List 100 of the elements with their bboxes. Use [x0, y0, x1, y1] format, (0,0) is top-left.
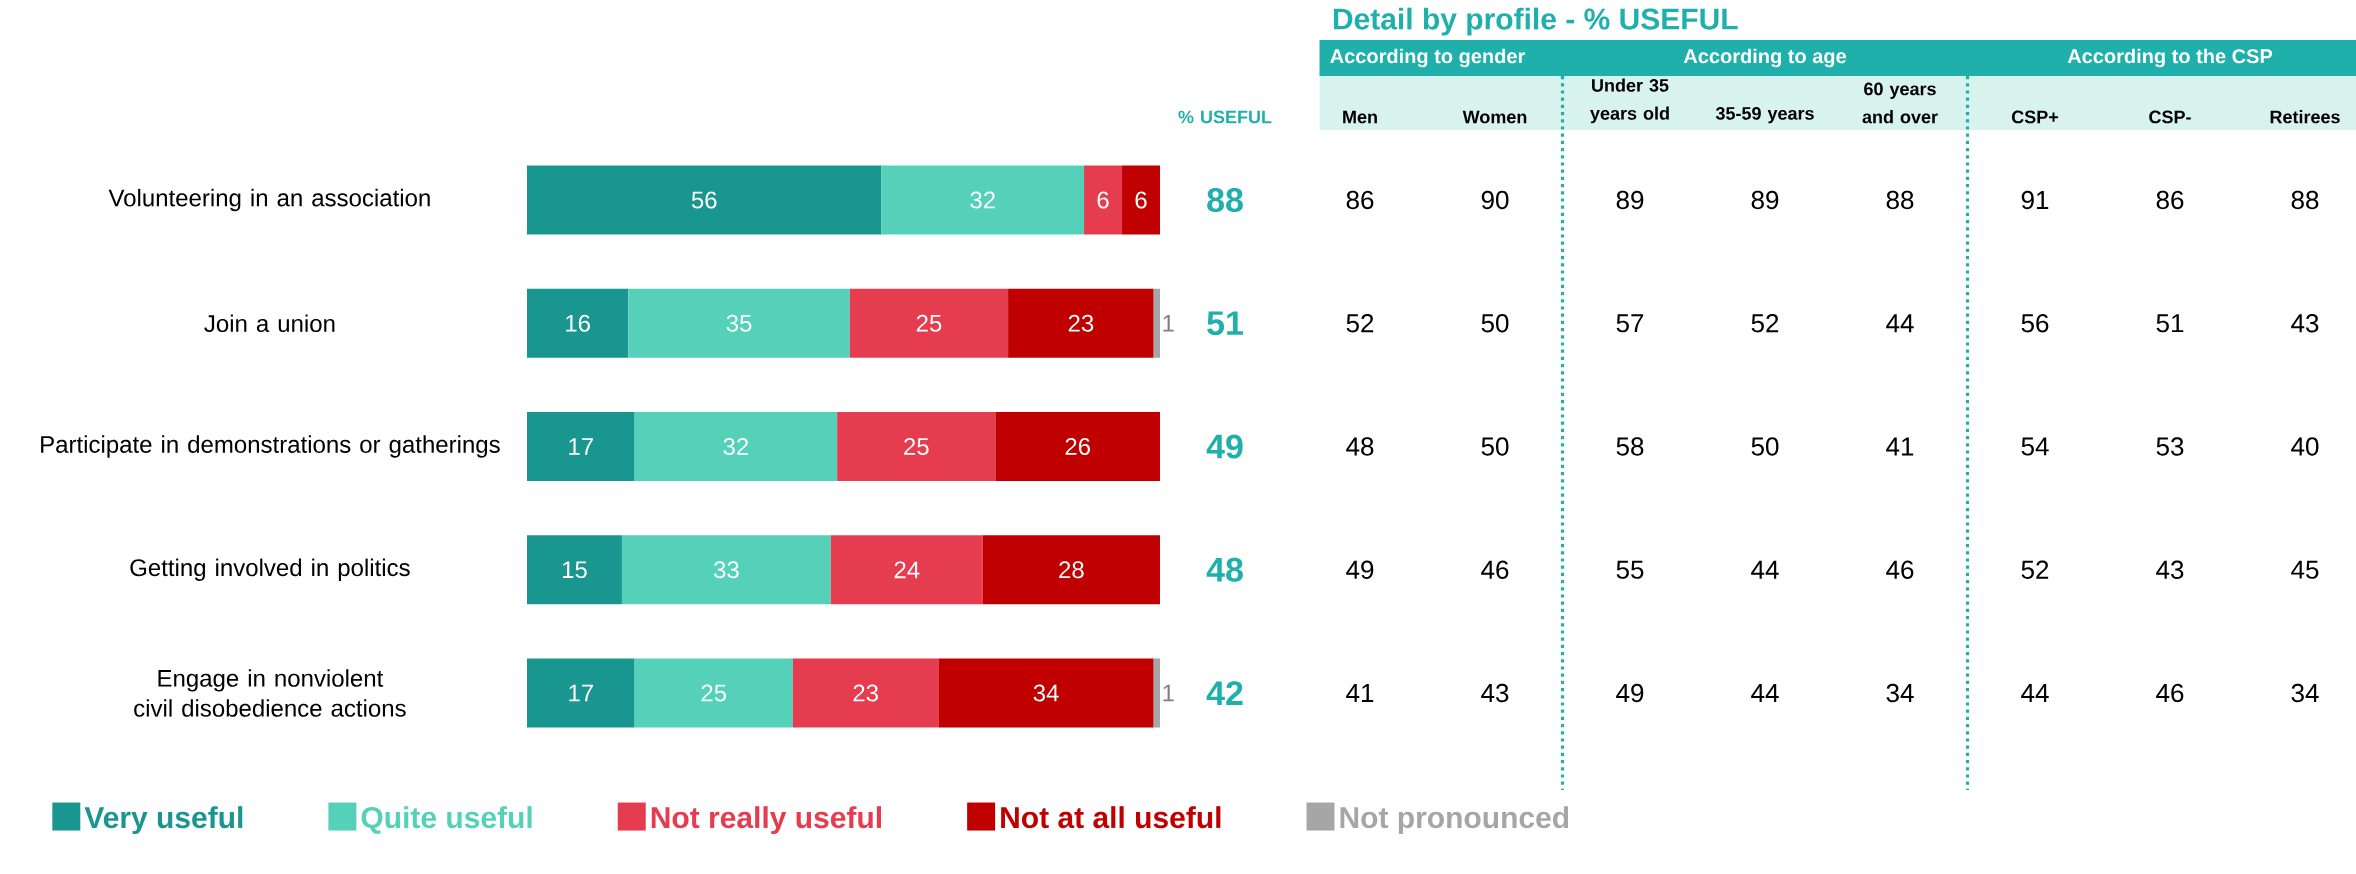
x-tick-label: % USEFUL — [1178, 110, 1272, 124]
x-tick-label: CSP- — [2149, 110, 2191, 124]
bar — [982, 535, 1160, 605]
bar — [527, 658, 635, 728]
y-tick-label: Engage in nonviolent civil disobedience actions — [134, 669, 406, 717]
legend-label: Very useful — [84, 806, 243, 835]
data-label: 23 — [853, 684, 878, 702]
bar — [881, 165, 1085, 235]
x-tick-label: Men — [1343, 110, 1377, 124]
data-label: 43 — [1481, 683, 1509, 703]
data-label: 43 — [2291, 314, 2319, 333]
data-label: 57 — [1616, 314, 1644, 333]
data-label: 89 — [1616, 190, 1644, 210]
data-label: 44 — [2021, 684, 2049, 702]
bar — [527, 535, 622, 605]
y-tick-label: Join a union — [204, 314, 335, 333]
data-label: 88 — [2291, 190, 2319, 210]
data-label: 52 — [2021, 560, 2049, 579]
data-label: 1 — [1163, 684, 1174, 702]
data-label: 56 — [2021, 314, 2049, 333]
text: According to gender — [1330, 48, 1526, 68]
text: According to the CSP — [2067, 48, 2273, 68]
data-label: 45 — [2291, 560, 2319, 579]
y-tick-label: Participate in demonstrations or gatherings — [41, 435, 500, 458]
y-tick-label: Volunteering in an association — [108, 188, 430, 212]
data-label: 40 — [2291, 437, 2319, 456]
data-label: 34 — [1033, 684, 1059, 702]
data-label: 55 — [1616, 560, 1644, 579]
bar — [995, 412, 1160, 482]
data-label: 17 — [569, 684, 593, 702]
bar — [837, 412, 996, 482]
data-label: 54 — [2021, 437, 2049, 456]
x-tick-label: 60 years and over — [1862, 82, 1938, 124]
data-label: 50 — [1481, 314, 1509, 333]
bar — [527, 288, 629, 358]
data-label: 53 — [2156, 437, 2184, 456]
data-label: 34 — [1886, 683, 1914, 703]
data-label: 6 — [1097, 191, 1109, 209]
data-label: 35 — [726, 314, 752, 332]
data-label: 46 — [2156, 683, 2184, 703]
bar — [1153, 658, 1160, 728]
data-label: 25 — [701, 684, 727, 702]
data-label: 51 — [2156, 314, 2184, 333]
data-label: 41 — [1346, 684, 1374, 702]
bar — [1008, 288, 1154, 358]
x-tick-label: CSP+ — [2011, 110, 2059, 124]
data-label: 42 — [1206, 681, 1243, 705]
data-label: 17 — [569, 438, 593, 455]
bar — [527, 165, 882, 235]
data-label: 88 — [1207, 187, 1243, 213]
bar — [792, 658, 939, 728]
data-label: 48 — [1346, 437, 1374, 456]
data-label: 24 — [894, 561, 920, 579]
data-label: 15 — [562, 561, 587, 579]
bar — [1153, 288, 1160, 358]
data-label: 48 — [1206, 557, 1243, 582]
x-tick-label: 35-59 years — [1715, 107, 1814, 124]
data-label: 91 — [2021, 190, 2049, 210]
bar — [849, 288, 1009, 358]
data-label: 33 — [713, 561, 739, 579]
bar — [1084, 165, 1123, 235]
chart-title: Detail by profile - % USEFUL — [1333, 7, 1738, 36]
data-label: 46 — [1886, 560, 1914, 579]
bar — [938, 658, 1154, 728]
data-label: 88 — [1886, 190, 1914, 210]
data-label: 56 — [691, 191, 717, 209]
data-label: 32 — [723, 438, 749, 455]
legend-label: Not at all useful — [1001, 806, 1221, 829]
x-tick-label: Under 35 years old — [1590, 78, 1669, 124]
data-label: 23 — [1068, 314, 1094, 332]
data-label: 49 — [1206, 434, 1243, 459]
data-label: 25 — [916, 314, 942, 332]
data-label: 49 — [1346, 560, 1374, 579]
data-label: 52 — [1346, 314, 1374, 333]
data-label: 44 — [1751, 684, 1779, 702]
data-label: 43 — [2156, 560, 2184, 579]
bar — [527, 412, 635, 482]
data-label: 49 — [1616, 683, 1644, 703]
data-label: 41 — [1886, 437, 1914, 456]
legend-label: Not pronounced — [1340, 806, 1569, 835]
data-label: 46 — [1481, 560, 1509, 579]
data-label: 86 — [1346, 190, 1374, 210]
data-label: 44 — [1751, 560, 1779, 579]
data-label: 86 — [2156, 190, 2184, 210]
bar — [1122, 165, 1160, 235]
legend-label: Quite useful — [361, 806, 532, 834]
data-label: 1 — [1163, 315, 1174, 332]
bar — [628, 288, 850, 358]
text: According to age — [1683, 48, 1847, 68]
bar — [830, 535, 983, 605]
data-label: 28 — [1059, 561, 1084, 579]
data-label: 90 — [1481, 190, 1509, 210]
data-label: 52 — [1751, 314, 1779, 333]
data-label: 50 — [1751, 437, 1779, 456]
data-label: 16 — [566, 314, 590, 332]
data-label: 44 — [1886, 314, 1914, 333]
data-label: 25 — [904, 438, 929, 455]
x-tick-label: Women — [1462, 110, 1527, 124]
data-label: 32 — [970, 191, 995, 209]
data-label: 34 — [2291, 683, 2319, 703]
